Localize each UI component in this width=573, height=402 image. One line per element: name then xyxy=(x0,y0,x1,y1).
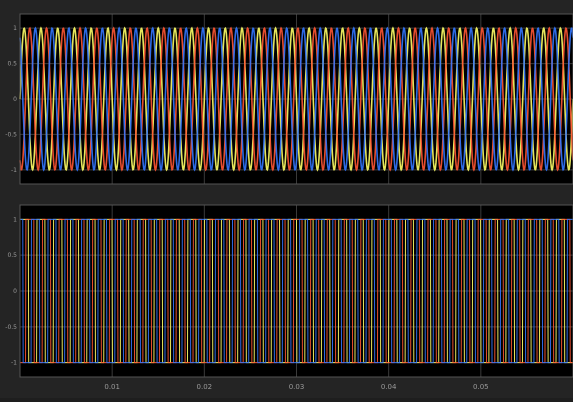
y-tick-label: -1 xyxy=(11,360,17,367)
sine-waveform-plot: 1 0.5 0 -0.5 -1 xyxy=(5,13,573,185)
y-tick-label: 0 xyxy=(13,288,17,295)
x-tick-label: 0.03 xyxy=(289,383,305,391)
x-tick-label: 0.04 xyxy=(381,383,397,391)
series-line-1 xyxy=(20,218,573,364)
plot-frame xyxy=(19,13,573,185)
plot-frame xyxy=(19,204,573,378)
series-line-0 xyxy=(19,26,573,172)
x-tick-label: 0.05 xyxy=(473,383,489,391)
series-line-1 xyxy=(19,26,573,172)
x-tick-label: 0.01 xyxy=(104,383,120,391)
y-tick-label: -1 xyxy=(11,167,17,174)
series-line-2 xyxy=(20,218,573,364)
pwm-waveform-plot: 0.01 0.02 0.03 0.04 0.05 1 0.5 0 -0.5 -1 xyxy=(5,204,573,391)
x-tick-label: 0.02 xyxy=(197,383,213,391)
y-tick-label: 0.5 xyxy=(7,252,17,259)
series-line-2 xyxy=(19,26,573,172)
y-tick-label: 0.5 xyxy=(7,61,17,68)
y-tick-label: -0.5 xyxy=(5,324,17,331)
y-tick-label: 1 xyxy=(13,25,17,32)
y-tick-label: 0 xyxy=(13,96,17,103)
y-tick-label: -0.5 xyxy=(5,131,17,138)
y-tick-label: 1 xyxy=(13,216,17,223)
